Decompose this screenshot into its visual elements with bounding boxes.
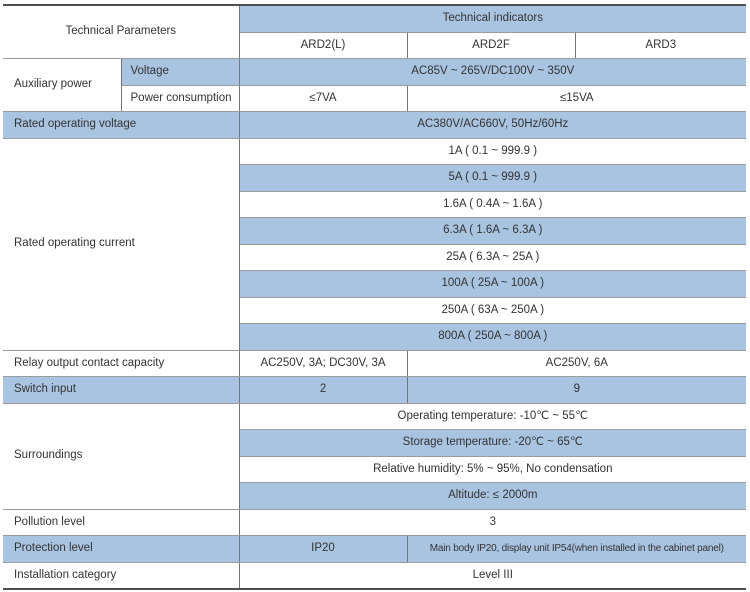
power-consumption-ard2l-value: ≤7VA bbox=[238, 84, 408, 112]
rated-current-value-1a: 1A ( 0.1 ~ 999.9 ) bbox=[238, 137, 747, 165]
switch-input-ard2f-ard3-value: 9 bbox=[406, 376, 747, 404]
row-current-5a: 5A ( 0.1 ~ 999.9 ) bbox=[3, 164, 747, 192]
row-protection-level: Protection level IP20 Main body IP20, di… bbox=[2, 535, 747, 563]
aux-power-label: Auxiliary power bbox=[2, 58, 122, 112]
altitude-value: Altitude: ≤ 2000m bbox=[238, 482, 747, 510]
relay-output-ard2l-value: AC250V, 3A; DC30V, 3A bbox=[238, 349, 408, 377]
voltage-label: Voltage bbox=[120, 58, 240, 86]
rated-current-value-800a: 800A ( 250A ~ 800A ) bbox=[238, 323, 747, 351]
installation-category-value: Level III bbox=[238, 561, 747, 589]
power-consumption-label: Power consumption bbox=[120, 84, 240, 112]
col-header-ard2f: ARD2F bbox=[406, 31, 576, 59]
protection-level-ard2f-ard3-value: Main body IP20, display unit IP54(when i… bbox=[406, 535, 747, 563]
protection-level-ard2l-value: IP20 bbox=[238, 535, 408, 563]
row-aux-power-consumption: Power consumption ≤7VA ≤15VA bbox=[3, 84, 747, 112]
rated-current-value-100a: 100A ( 25A ~ 100A ) bbox=[238, 270, 747, 298]
technical-parameters-table-frame: Technical Parameters Technical indicator… bbox=[2, 4, 747, 590]
header-technical-parameters: Technical Parameters bbox=[2, 5, 240, 59]
relay-output-ard2f-ard3-value: AC250V, 6A bbox=[406, 349, 747, 377]
rated-current-value-5a: 5A ( 0.1 ~ 999.9 ) bbox=[238, 164, 747, 192]
surroundings-label: Surroundings bbox=[2, 402, 240, 510]
operating-temperature-value: Operating temperature: -10℃ ~ 55℃ bbox=[238, 402, 747, 430]
voltage-value: AC85V ~ 265V/DC100V ~ 350V bbox=[238, 58, 747, 86]
row-current-25a: 25A ( 6.3A ~ 25A ) bbox=[3, 243, 747, 271]
protection-level-label: Protection level bbox=[2, 535, 240, 563]
rated-current-value-6-3a: 6.3A ( 1.6A ~ 6.3A ) bbox=[238, 217, 747, 245]
row-current-100a: 100A ( 25A ~ 100A ) bbox=[3, 270, 747, 298]
row-relay-output: Relay output contact capacity AC250V, 3A… bbox=[2, 349, 747, 377]
row-altitude: Altitude: ≤ 2000m bbox=[3, 482, 747, 510]
technical-parameters-table: Technical Parameters Technical indicator… bbox=[2, 5, 747, 589]
header-technical-indicators: Technical indicators bbox=[238, 5, 747, 33]
row-operating-temperature: Surroundings Operating temperature: -10℃… bbox=[2, 402, 747, 510]
rated-current-value-25a: 25A ( 6.3A ~ 25A ) bbox=[238, 243, 747, 271]
col-header-ard2l: ARD2(L) bbox=[238, 31, 408, 59]
relative-humidity-value: Relative humidity: 5% ~ 95%, No condensa… bbox=[238, 455, 747, 483]
row-current-6-3a: 6.3A ( 1.6A ~ 6.3A ) bbox=[3, 217, 747, 245]
col-header-ard3: ARD3 bbox=[574, 31, 747, 59]
pollution-level-value: 3 bbox=[238, 508, 747, 536]
power-consumption-ard2f-ard3-value: ≤15VA bbox=[406, 84, 747, 112]
header-row-indicators: Technical Parameters Technical indicator… bbox=[2, 5, 747, 59]
relay-output-label: Relay output contact capacity bbox=[2, 349, 240, 377]
row-switch-input: Switch input 2 9 bbox=[2, 376, 747, 404]
pollution-level-label: Pollution level bbox=[2, 508, 240, 536]
switch-input-ard2l-value: 2 bbox=[238, 376, 408, 404]
row-relative-humidity: Relative humidity: 5% ~ 95%, No condensa… bbox=[3, 455, 747, 483]
rated-voltage-value: AC380V/AC660V, 50Hz/60Hz bbox=[238, 111, 747, 139]
header-row-models: ARD2(L) ARD2F ARD3 bbox=[3, 31, 747, 59]
rated-current-value-250a: 250A ( 63A ~ 250A ) bbox=[238, 296, 747, 324]
rated-current-value-1-6a: 1.6A ( 0.4A ~ 1.6A ) bbox=[238, 190, 747, 218]
installation-category-label: Installation category bbox=[2, 561, 240, 589]
rated-voltage-label: Rated operating voltage bbox=[2, 111, 240, 139]
row-storage-temperature: Storage temperature: -20℃ ~ 65℃ bbox=[3, 429, 747, 457]
row-current-1-6a: 1.6A ( 0.4A ~ 1.6A ) bbox=[3, 190, 747, 218]
row-pollution-level: Pollution level 3 bbox=[2, 508, 747, 536]
row-current-1a: Rated operating current 1A ( 0.1 ~ 999.9… bbox=[2, 137, 747, 351]
row-installation-category: Installation category Level III bbox=[2, 561, 747, 589]
switch-input-label: Switch input bbox=[2, 376, 240, 404]
storage-temperature-value: Storage temperature: -20℃ ~ 65℃ bbox=[238, 429, 747, 457]
rated-current-label: Rated operating current bbox=[2, 137, 240, 351]
row-aux-voltage: Auxiliary power Voltage AC85V ~ 265V/DC1… bbox=[2, 58, 747, 112]
row-rated-operating-voltage: Rated operating voltage AC380V/AC660V, 5… bbox=[2, 111, 747, 139]
